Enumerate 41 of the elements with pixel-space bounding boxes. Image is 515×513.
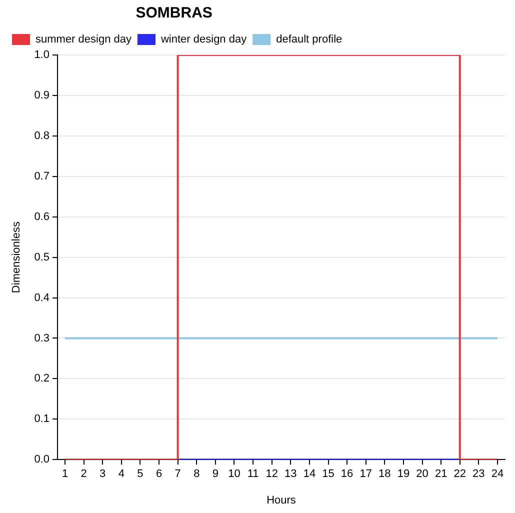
x-tick-label: 21	[434, 468, 448, 480]
x-tick-label: 3	[100, 468, 106, 480]
y-tick-label: 0.9	[34, 89, 50, 102]
y-tick-label: 0.5	[34, 251, 50, 264]
x-tick-label: 8	[194, 468, 200, 480]
legend-label: summer design day	[36, 34, 132, 46]
x-tick-label: 9	[212, 468, 218, 480]
x-tick-label: 19	[397, 468, 410, 480]
y-axis-title: Dimensionless	[10, 221, 23, 294]
x-tick-label: 13	[284, 468, 297, 480]
x-tick-label: 1	[62, 468, 68, 480]
y-tick-label: 1.0	[34, 49, 50, 62]
x-tick-label: 5	[137, 468, 144, 480]
x-axis-title: Hours	[266, 494, 296, 506]
legend-label: winter design day	[160, 34, 248, 46]
y-tick-label: 0.1	[34, 413, 50, 426]
legend-title: SOMBRAS	[136, 4, 212, 22]
y-tick-label: 0.3	[34, 332, 50, 344]
x-tick-label: 11	[247, 468, 259, 480]
x-tick-label: 12	[266, 468, 278, 480]
y-tick-label: 0.4	[34, 292, 50, 304]
x-tick-label: 18	[378, 468, 391, 480]
y-tick-label: 0.7	[34, 170, 50, 182]
x-tick-label: 7	[174, 468, 181, 480]
x-tick-label: 10	[228, 468, 240, 480]
y-tick-label: 0.2	[34, 372, 50, 385]
x-tick-label: 20	[416, 468, 428, 480]
legend-label: default profile	[276, 34, 342, 46]
x-tick-label: 24	[491, 468, 504, 480]
y-tick-label: 0.8	[34, 130, 50, 142]
y-tick-label: 0.6	[34, 210, 50, 223]
x-tick-label: 6	[156, 468, 162, 480]
x-tick-label: 2	[80, 468, 87, 480]
x-tick-label: 15	[322, 468, 334, 480]
x-tick-label: 23	[472, 468, 485, 480]
x-tick-label: 16	[340, 468, 354, 480]
x-tick-label: 22	[454, 468, 466, 480]
x-tick-label: 14	[303, 468, 316, 480]
x-tick-label: 17	[360, 468, 372, 480]
x-tick-label: 4	[118, 468, 124, 480]
y-tick-label: 0.0	[34, 454, 50, 466]
